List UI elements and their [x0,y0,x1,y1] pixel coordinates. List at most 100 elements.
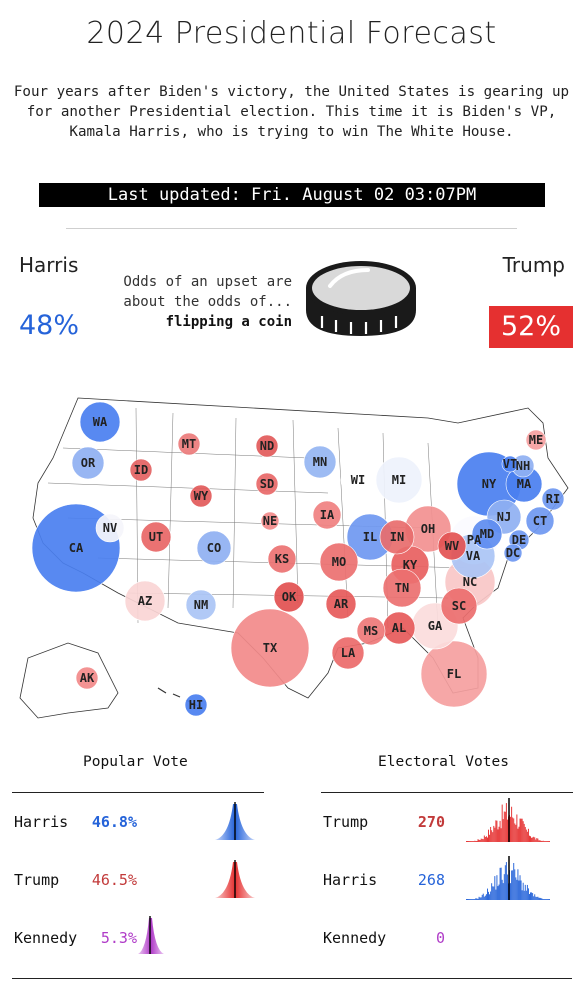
histogram-bar [518,880,520,900]
alaska-outline [19,642,119,719]
upset-odds-text: Odds of an upset are about the odds of..… [106,272,292,332]
histogram-bar [539,840,541,842]
state-label-pa: PA [467,533,482,547]
state-circle-ok[interactable] [273,581,305,613]
state-label-ga: GA [428,619,443,633]
coin-icon [306,261,416,336]
histogram-bar [470,899,472,900]
histogram-bar [510,816,512,842]
upset-line-2: about the odds of... [123,294,292,310]
state-label-ct: CT [533,514,547,528]
state-circle-mt[interactable] [177,432,201,456]
state-label-me: ME [529,433,543,447]
state-circle-la[interactable] [331,636,365,670]
state-circle-me[interactable] [525,429,547,451]
state-circle-ar[interactable] [325,588,357,620]
state-circle-vt[interactable] [501,455,519,473]
histogram-bar [474,899,476,900]
state-circle-mn[interactable] [303,445,337,479]
state-circle-wv[interactable] [437,531,467,561]
histogram-bar [502,819,504,842]
histogram-bar [516,879,518,900]
histogram-bar [504,865,506,900]
pv-harris-value: 46.8% [91,813,137,831]
histogram-bar [482,839,484,842]
histogram-bar [543,841,545,842]
state-circle-ut[interactable] [140,521,172,553]
harris-win-odds: 48% [19,310,80,341]
state-circle-or[interactable] [71,446,105,480]
histogram-bar [527,828,529,842]
histogram-bar [547,841,549,842]
histogram-bar [488,829,489,842]
state-circle-ak[interactable] [75,666,99,690]
popular-vote-title: Popular Vote [83,754,188,770]
state-circle-ri[interactable] [541,487,565,511]
ev-trump-histogram [466,798,550,842]
state-circle-nd[interactable] [255,434,279,458]
histogram-bar [495,820,497,842]
histogram-bar [477,839,479,842]
histogram-bar [516,814,518,842]
histogram-bar [504,811,506,842]
state-circle-ks[interactable] [267,544,297,574]
histogram-bar [520,818,522,842]
histogram-bar [532,893,534,900]
state-label-wa: WA [93,415,108,429]
histogram-bar [533,896,535,900]
histogram-bar [489,834,491,842]
state-circle-mi[interactable] [375,456,423,504]
state-circle-sc[interactable] [440,587,478,625]
state-circle-ms[interactable] [356,616,386,646]
state-circle-ne[interactable] [260,511,280,531]
bottom-rule [12,978,572,979]
state-circle-id[interactable] [129,458,153,482]
state-label-wy: WY [194,489,209,503]
state-label-ks: KS [275,552,289,566]
state-circle-wi[interactable] [340,462,376,498]
histogram-bar [511,870,513,900]
state-circle-mo[interactable] [319,542,359,582]
histogram-bar [477,898,479,900]
histogram-bar [480,838,482,842]
histogram-bar [492,832,494,842]
histogram-bar [471,841,473,842]
state-circle-fl[interactable] [420,640,488,708]
state-circle-dc[interactable] [503,543,523,563]
histogram-bar [498,884,500,900]
histogram-bar [470,841,472,842]
histogram-bar [544,899,546,900]
histogram-bar [517,869,519,900]
state-circle-tn[interactable] [382,568,422,608]
state-circle-nv[interactable] [95,513,125,543]
histogram-bar [523,890,525,900]
state-circle-sd[interactable] [255,472,279,496]
state-circle-nm[interactable] [185,589,217,621]
state-circle-az[interactable] [124,580,166,622]
histogram-bar [521,890,523,900]
upset-line-1: Odds of an upset are [123,274,292,290]
state-circle-ct[interactable] [525,506,555,536]
state-circle-ia[interactable] [312,500,342,530]
electoral-votes-title: Electoral Votes [378,754,509,770]
state-circle-md[interactable] [471,518,503,550]
state-circle-co[interactable] [196,530,232,566]
histogram-bar [519,818,521,842]
state-circle-tx[interactable] [230,608,310,688]
state-label-al: AL [392,621,406,635]
state-circle-in[interactable] [379,519,415,555]
state-circle-hi[interactable] [184,693,208,717]
state-label-fl: FL [447,667,461,681]
histogram-bar [522,821,524,842]
histogram-bar [529,894,530,900]
histogram-bar [476,840,478,842]
histogram-bar [481,894,483,900]
ev-harris-name: Harris [323,871,378,889]
state-circle-wy[interactable] [189,484,213,508]
histogram-bar [479,840,481,842]
histogram-bar [466,899,467,900]
histogram-bar [484,837,486,842]
histogram-bar [500,828,502,842]
ev-kennedy-name: Kennedy [323,929,387,947]
state-circle-wa[interactable] [79,401,121,443]
